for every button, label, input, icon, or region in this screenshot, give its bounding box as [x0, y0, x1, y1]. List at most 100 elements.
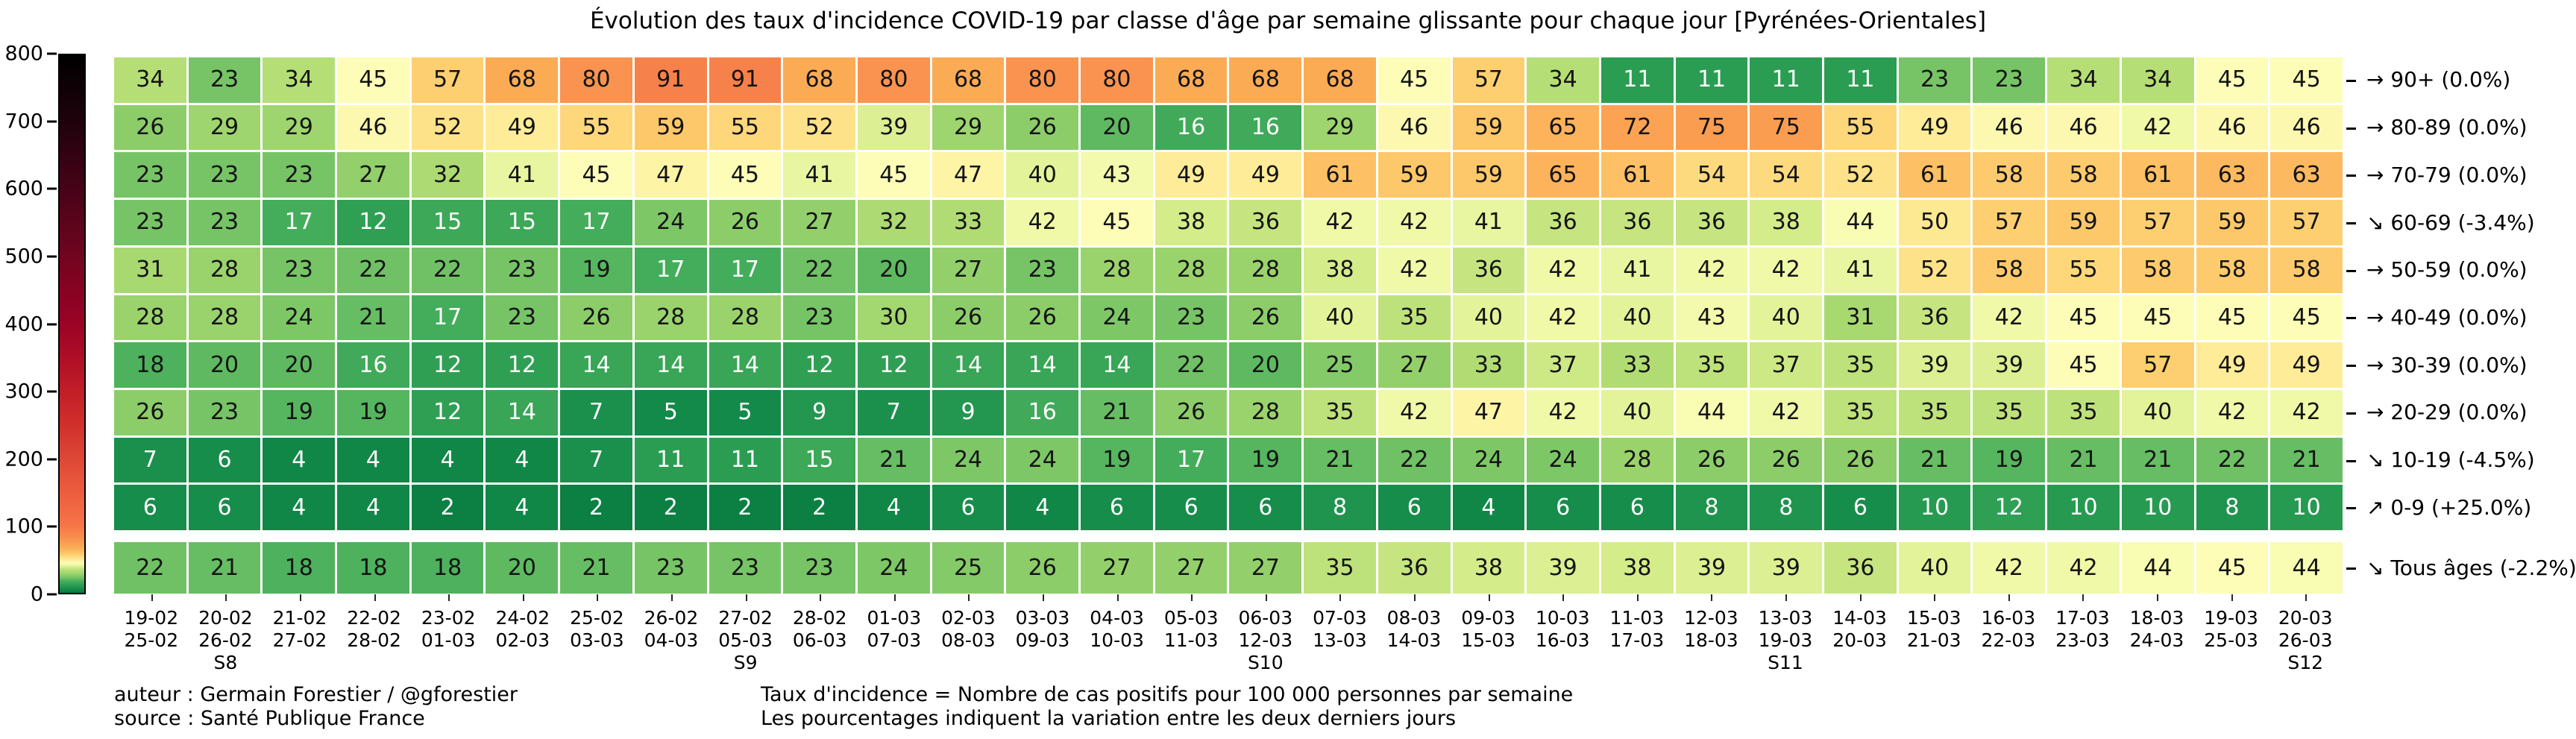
heatmap-cell: 61 [2121, 152, 2194, 198]
heatmap-cell: 80 [1081, 57, 1153, 103]
x-axis-label: 06-03 12-03 S10 [1228, 594, 1303, 674]
heatmap-cell: 28 [188, 247, 261, 293]
x-axis-label: 02-03 08-03 [932, 594, 1006, 674]
date-end: 22-03 [1981, 629, 2036, 651]
heatmap-cell: 46 [2196, 104, 2269, 151]
x-axis-label: 16-03 22-03 [1971, 594, 2046, 674]
heatmap-cell: 35 [1304, 542, 1376, 594]
heatmap-cell: 80 [1006, 57, 1079, 103]
date-start: 14-03 [1832, 607, 1887, 629]
heatmap-cell: 36 [1229, 200, 1302, 245]
heatmap-cell: 6 [932, 485, 1005, 530]
heatmap-cell: 26 [1006, 104, 1079, 151]
heatmap-cell: 46 [1973, 104, 2046, 151]
date-end: 14-03 [1386, 629, 1442, 651]
heatmap-cell: 19 [337, 389, 409, 435]
heatmap-cell: 40 [1600, 295, 1674, 341]
date-end: 01-03 [421, 629, 476, 651]
heatmap-cell: 23 [486, 295, 559, 341]
heatmap-cell: 54 [1675, 152, 1748, 198]
x-tick-mark [151, 594, 153, 601]
date-start: 06-03 [1238, 607, 1293, 629]
heatmap-cell: 14 [634, 342, 707, 388]
row-label-30-39: → 30-39 (0.0%) [2346, 354, 2528, 376]
heatmap-cell: 8 [1304, 485, 1376, 530]
heatmap-cell: 57 [2270, 200, 2343, 245]
row-label-text: ↘ Tous âges (-2.2%) [2366, 555, 2576, 580]
heatmap-cell: 12 [411, 389, 484, 435]
date-start: 19-02 [124, 607, 179, 629]
date-start: 05-03 [1163, 607, 1219, 629]
heatmap-cell: 12 [1973, 485, 2046, 530]
heatmap-cell: 57 [411, 57, 484, 103]
colorbar-tick-label: 600 [4, 177, 43, 201]
heatmap-cell: 24 [857, 542, 930, 594]
date-start: 22-02 [347, 607, 401, 629]
heatmap-cell: 55 [560, 104, 632, 151]
date-start: 07-03 [1313, 607, 1367, 629]
heatmap-cell: 36 [1898, 295, 1971, 341]
date-end: 23-03 [2055, 629, 2110, 651]
colorbar-tick-mark [47, 593, 57, 596]
colorbar-tick-label: 700 [4, 110, 43, 133]
heatmap-cell: 22 [1155, 342, 1228, 388]
heatmap-cell: 27 [1229, 542, 1302, 594]
row-label-text: → 40-49 (0.0%) [2366, 304, 2528, 330]
date-start: 25-02 [570, 607, 624, 629]
heatmap-cell: 59 [1452, 152, 1525, 198]
heatmap-cell: 2 [783, 485, 855, 530]
heatmap-cell: 21 [2270, 437, 2343, 483]
colorbar-tick-mark [47, 255, 57, 258]
heatmap-cell: 18 [263, 542, 336, 594]
row-label-60-69: ↘ 60-69 (-3.4%) [2346, 212, 2535, 233]
heatmap-cell: 68 [1229, 57, 1302, 103]
y-tick-mark [2346, 222, 2356, 224]
date-end: 17-03 [1609, 629, 1665, 651]
heatmap-cell: 33 [1600, 342, 1674, 388]
date-end: 10-03 [1090, 629, 1144, 651]
heatmap-cell: 39 [1973, 342, 2046, 388]
x-tick-mark [448, 594, 450, 601]
heatmap-cell: 40 [1600, 389, 1674, 435]
row-label-50-59: → 50-59 (0.0%) [2346, 260, 2528, 280]
heatmap-cell: 44 [2121, 542, 2194, 594]
date-end: 26-03 [2278, 629, 2333, 651]
row-label-text: ↗ 0-9 (+25.0%) [2366, 494, 2532, 520]
heatmap-cell: 2 [634, 485, 707, 530]
heatmap-cell: 40 [1006, 152, 1079, 198]
x-tick-mark [1488, 594, 1490, 601]
heatmap-cell: 47 [932, 152, 1005, 198]
heatmap-cell: 11 [1824, 57, 1897, 103]
heatmap-cell: 30 [857, 295, 930, 341]
heatmap-cell: 16 [337, 342, 409, 388]
heatmap-cell: 19 [1081, 437, 1153, 483]
x-axis-label: 23-02 01-03 [411, 594, 486, 674]
heatmap-cell: 23 [188, 200, 261, 245]
heatmap-cell: 27 [1377, 342, 1451, 388]
heatmap-cell: 23 [486, 247, 559, 293]
row-label-text: → 80-89 (0.0%) [2366, 115, 2528, 140]
heatmap-cell: 58 [1973, 247, 2046, 293]
heatmap-cell: 46 [1377, 104, 1451, 151]
x-axis-label: 14-03 20-03 [1823, 594, 1897, 674]
y-tick-mark [2346, 174, 2356, 177]
heatmap-cell: 11 [1600, 57, 1674, 103]
heatmap-cell: 4 [857, 485, 930, 530]
heatmap-cell: 40 [1750, 295, 1823, 341]
heatmap-cell: 91 [709, 57, 782, 103]
heatmap-cell: 42 [2196, 389, 2269, 435]
x-tick-mark [2156, 594, 2158, 601]
y-tick-mark [2346, 79, 2356, 82]
heatmap-cell: 23 [634, 542, 707, 594]
date-start: 16-03 [1981, 607, 2036, 629]
date-end: 20-03 [1832, 629, 1887, 651]
heatmap-cell: 35 [1973, 389, 2046, 435]
heatmap-cell: 38 [1452, 542, 1525, 594]
heatmap-cell: 63 [2196, 152, 2269, 198]
y-tick-mark [2346, 269, 2356, 272]
heatmap-cell: 46 [337, 104, 409, 151]
heatmap-cell: 21 [1081, 389, 1153, 435]
heatmap-cell: 23 [709, 542, 782, 594]
x-tick-mark [1116, 594, 1119, 601]
heatmap-cell: 11 [709, 437, 782, 483]
